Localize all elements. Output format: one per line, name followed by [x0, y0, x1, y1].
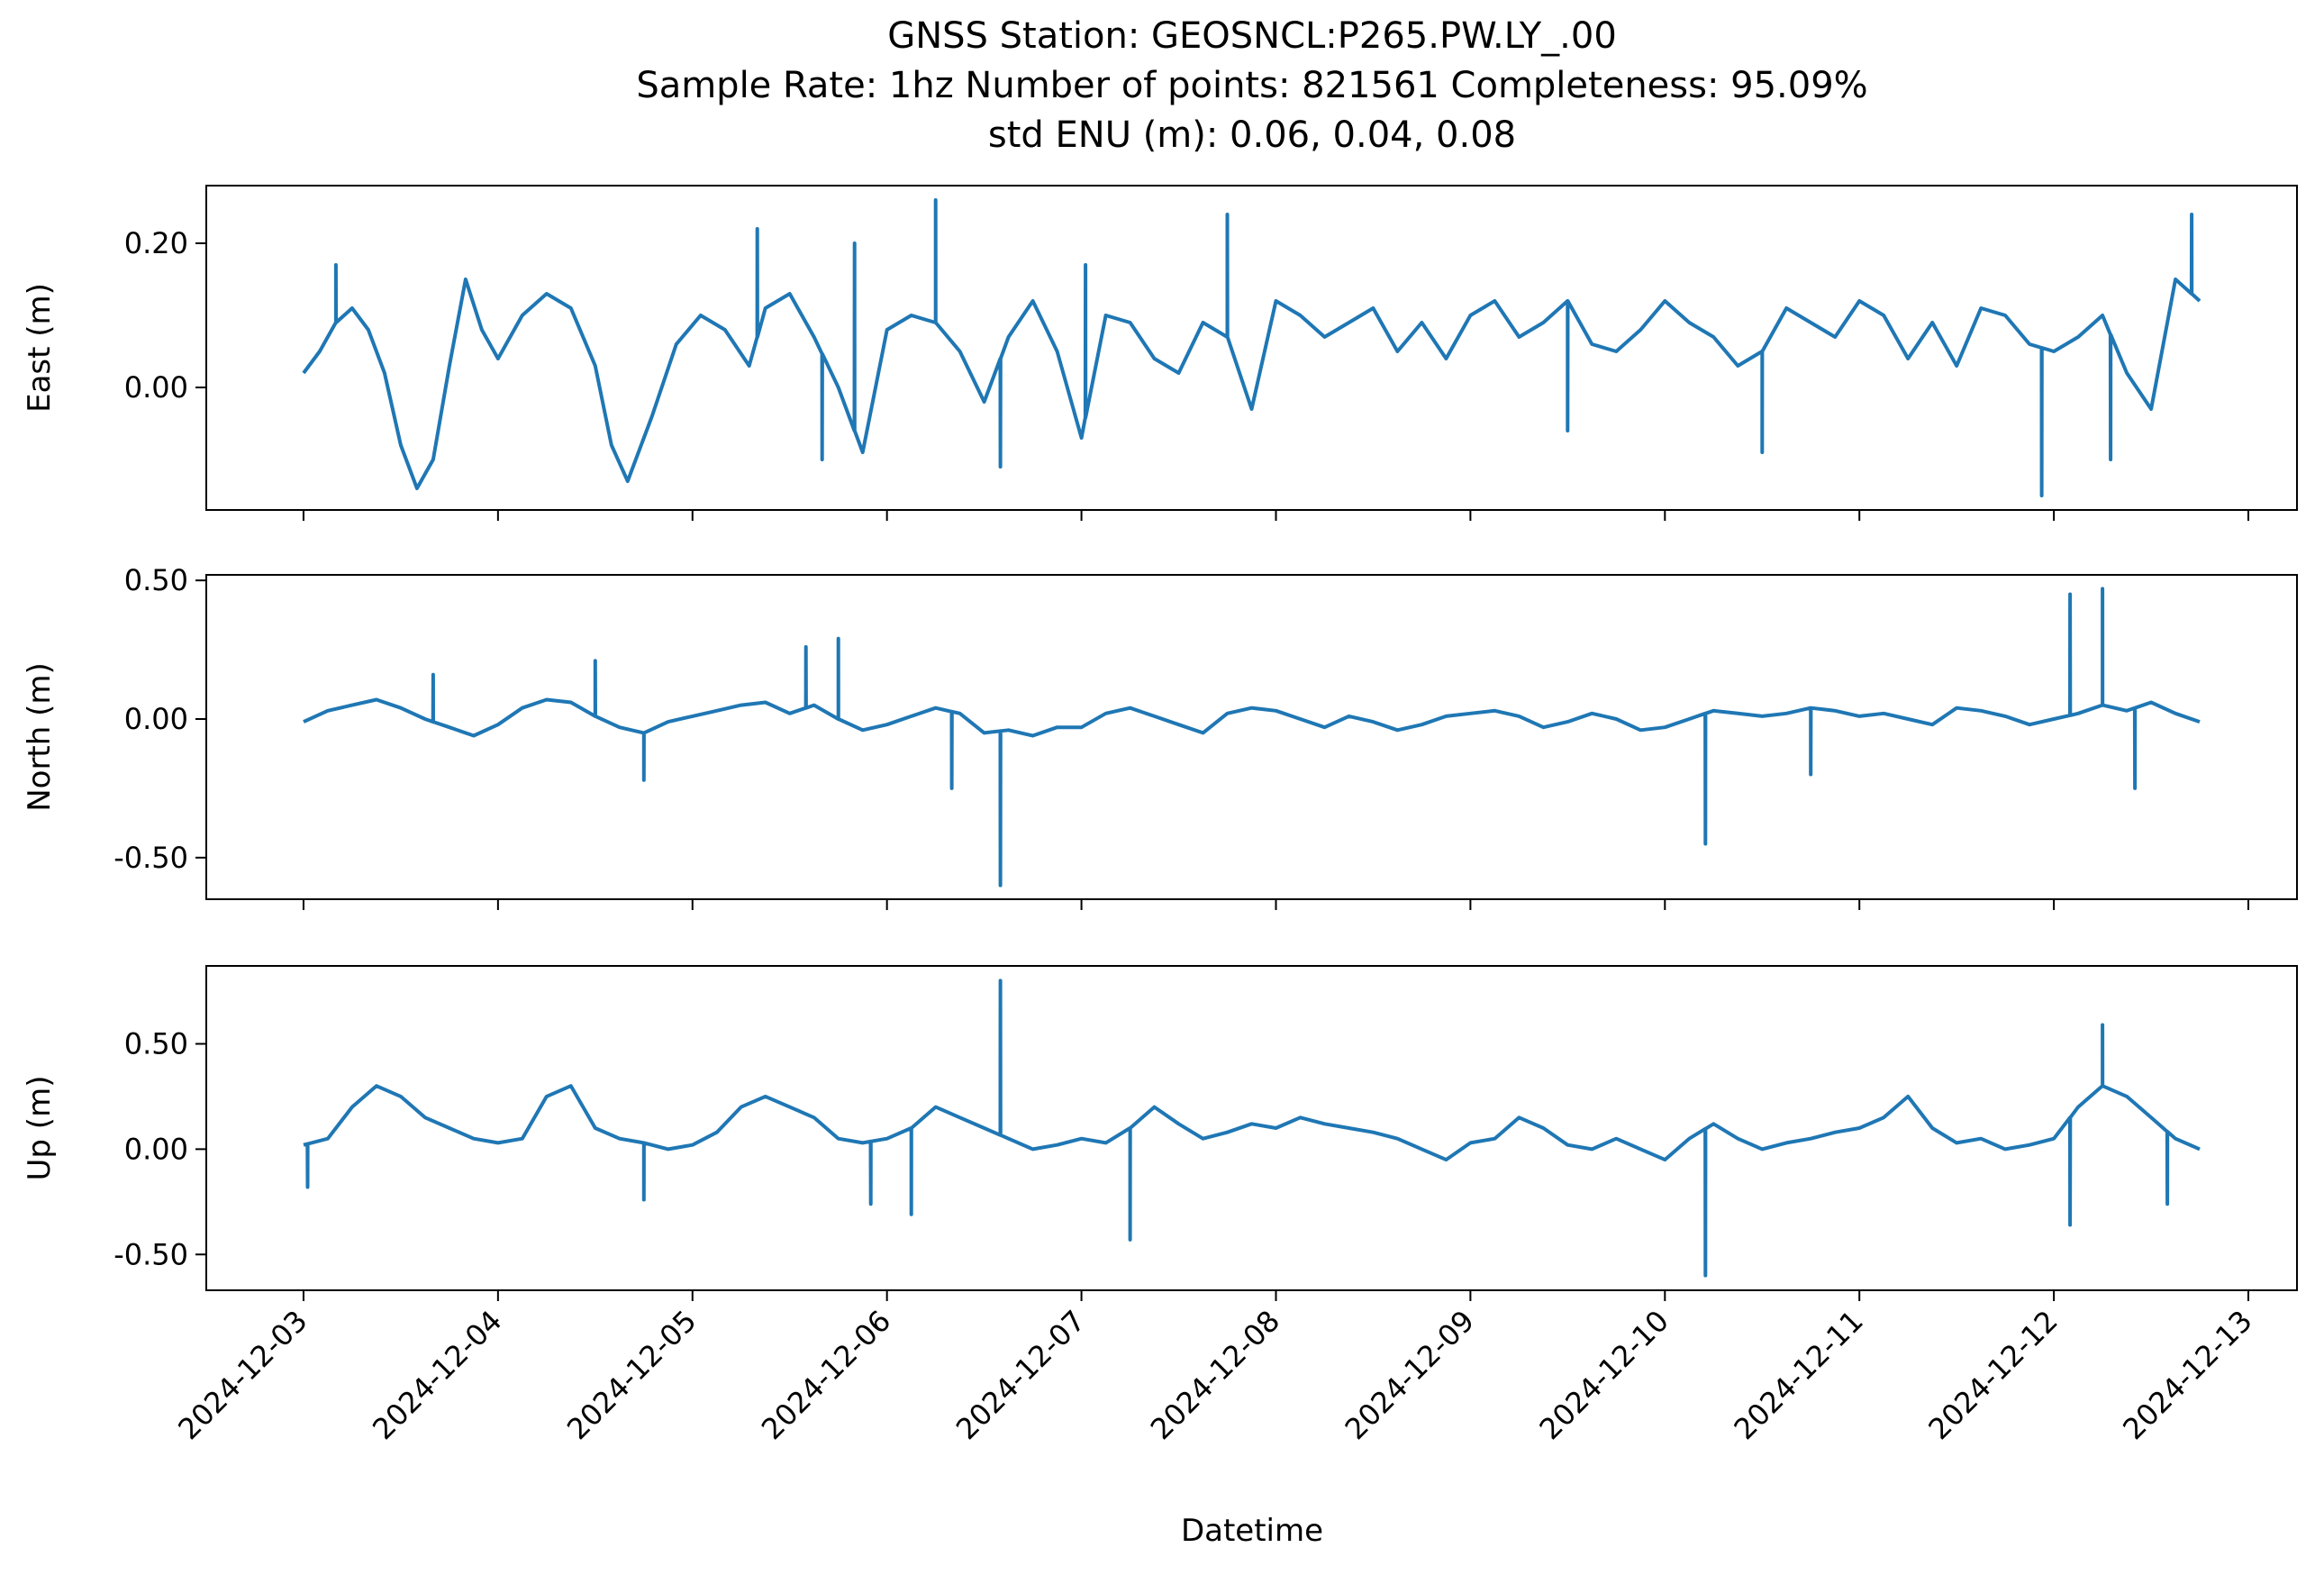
up-y-tick-label: -0.50: [113, 1237, 188, 1271]
x-axis-label: Datetime: [1181, 1513, 1323, 1549]
title-line-3: std ENU (m): 0.06, 0.04, 0.08: [988, 114, 1516, 156]
up-y-axis-label: Up (m): [22, 1076, 58, 1181]
up-y-tick-label: 0.50: [124, 1026, 188, 1061]
north-y-tick-label: 0.50: [124, 563, 188, 597]
east-axes-frame: [205, 185, 2298, 511]
east-panel: 0.00 0.20 East (m): [22, 185, 2298, 521]
north-series-line: [303, 587, 2201, 888]
north-panel: -0.50 0.00 0.50 North (m): [22, 563, 2298, 910]
up-series-line: [303, 979, 2201, 1278]
north-y-tick-label: -0.50: [113, 841, 188, 875]
east-y-tick-label: 0.20: [124, 226, 188, 260]
up-axes-frame: [205, 965, 2298, 1291]
east-series-line: [302, 198, 2201, 497]
east-y-tick-label: 0.00: [124, 370, 188, 405]
up-y-tick-label: 0.00: [124, 1132, 188, 1166]
north-y-tick-label: 0.00: [124, 702, 188, 736]
north-axes-frame: [205, 574, 2298, 900]
title-line-1: GNSS Station: GEOSNCL:P265.PW.LY_.00: [887, 15, 1617, 57]
east-y-axis-label: East (m): [22, 283, 58, 413]
north-y-axis-label: North (m): [22, 662, 58, 812]
title-line-2: Sample Rate: 1hz Number of points: 82156…: [636, 65, 1867, 106]
